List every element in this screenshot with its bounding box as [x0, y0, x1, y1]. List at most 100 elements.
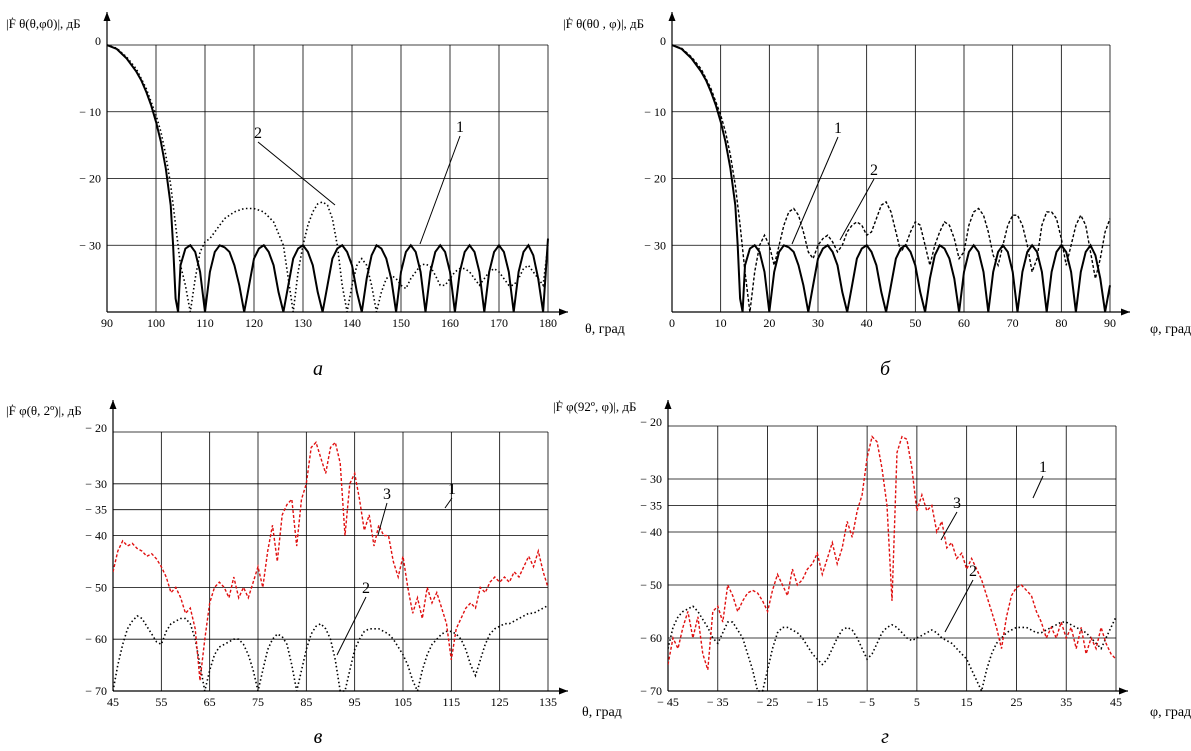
y-tick-label: − 60 [640, 631, 662, 645]
callout-label-3: 3 [383, 486, 391, 503]
callout-label-2: 2 [362, 580, 370, 597]
y-axis-title: |Ḟ φ(92º, φ)|, дБ [553, 399, 636, 414]
y-tick-label: − 20 [85, 421, 107, 435]
y-axis-title: |Ḟ φ(θ, 2º)|, дБ [6, 403, 82, 418]
y-tick-label: − 60 [85, 632, 107, 646]
x-tick-label: 0 [669, 316, 675, 330]
series-line-2 [113, 604, 549, 692]
x-tick-label: 40 [861, 316, 873, 330]
x-tick-label: 95 [349, 695, 361, 709]
x-tick-label: 90 [1104, 316, 1116, 330]
series-line-2 [672, 44, 1111, 313]
x-axis-title: θ, град [582, 705, 622, 720]
x-tick-label: 60 [958, 316, 970, 330]
chart-panel-a: 90 100 110 120 130 140 150 160 170 180 0 − 10 − 20 − … [6, 12, 625, 380]
callout-leader-1 [444, 497, 453, 509]
callout-leader-2 [944, 579, 974, 633]
x-tick-label: 35 [1060, 695, 1072, 709]
x-axis-title: φ, град [1150, 705, 1191, 720]
x-tick-label: 45 [1110, 695, 1122, 709]
x-tick-label: 20 [763, 316, 775, 330]
callout-leader-1 [419, 135, 461, 245]
series-line-3 [668, 435, 1117, 671]
x-tick-label: 100 [147, 316, 165, 330]
x-tick-label: 80 [1055, 316, 1067, 330]
x-axis-title: φ, град [1150, 322, 1191, 337]
x-tick-label: 45 [107, 695, 119, 709]
callout-leader-3 [940, 511, 958, 541]
x-tick-label: 25 [1010, 695, 1022, 709]
x-tick-label: 55 [155, 695, 167, 709]
x-axis-arrow [559, 308, 568, 316]
y-tick-label: − 70 [640, 684, 662, 698]
x-tick-label: 125 [491, 695, 509, 709]
y-tick-label: − 30 [79, 238, 101, 252]
y-axis-arrow [103, 12, 111, 21]
callout-leader-2 [336, 596, 367, 656]
y-tick-label: 0 [660, 34, 666, 48]
y-tick-label: − 30 [640, 472, 662, 486]
x-tick-label: 50 [909, 316, 921, 330]
x-tick-label: 110 [196, 316, 214, 330]
series-line-3 [113, 440, 549, 681]
callout-label-2: 2 [870, 162, 878, 179]
panel-caption: в [314, 726, 323, 748]
x-tick-label: 150 [392, 316, 410, 330]
callout-label-2: 2 [969, 563, 977, 580]
x-tick-label: 85 [300, 695, 312, 709]
y-tick-label: − 40 [640, 525, 662, 539]
x-tick-label: − 35 [707, 695, 729, 709]
x-tick-label: 140 [343, 316, 361, 330]
y-tick-label: − 20 [79, 172, 101, 186]
x-tick-label: 75 [252, 695, 264, 709]
x-tick-label: 180 [539, 316, 557, 330]
x-axis-arrow [1119, 687, 1128, 695]
x-tick-label: 120 [245, 316, 263, 330]
y-tick-label: − 20 [640, 415, 662, 429]
y-tick-label: − 50 [640, 578, 662, 592]
y-tick-label: − 70 [85, 684, 107, 698]
y-tick-label: − 40 [85, 529, 107, 543]
chart-panel-g: − 45 − 35 − 25 − 15 − 5 5 15 25 35 45 − 20 − 30 − 35… [553, 399, 1191, 748]
y-tick-label: − 30 [85, 477, 107, 491]
y-tick-label: − 35 [85, 503, 107, 517]
y-tick-label: 0 [95, 34, 101, 48]
x-tick-label: 30 [812, 316, 824, 330]
x-tick-label: 70 [1007, 316, 1019, 330]
x-axis-arrow [559, 687, 568, 695]
callout-label-1: 1 [834, 120, 842, 137]
x-tick-label: 135 [539, 695, 557, 709]
y-axis-title: |Ḟ θ(θ0 , φ)|, дБ [563, 16, 644, 31]
x-tick-label: − 45 [657, 695, 679, 709]
x-tick-label: 130 [294, 316, 312, 330]
series-line-2 [107, 44, 549, 313]
y-tick-label: − 30 [644, 238, 666, 252]
x-tick-label: 15 [961, 695, 973, 709]
chart-panel-v: 45 55 65 75 85 95 105 115 125 135 − 20 − 30 − 35 − 40… [6, 400, 622, 748]
y-axis-title: |Ḟ θ(θ,φ0)|, дБ [6, 16, 81, 31]
x-tick-label: 105 [394, 695, 412, 709]
x-tick-label: 115 [443, 695, 461, 709]
y-axis-arrow [664, 400, 672, 409]
callout-label-1: 1 [448, 481, 456, 498]
y-axis-arrow [109, 400, 117, 409]
y-tick-label: − 20 [644, 172, 666, 186]
x-tick-label: 10 [715, 316, 727, 330]
callout-leader-1 [1032, 475, 1044, 499]
x-tick-label: − 15 [806, 695, 828, 709]
callout-label-3: 3 [953, 495, 961, 512]
x-axis-title: θ, град [585, 322, 625, 337]
chart-panel-b: 0 10 20 30 40 50 60 70 80 90 0 − 10 − 20 − 30 |Ḟ θ(θ0 … [563, 12, 1191, 380]
y-tick-label: − 35 [640, 499, 662, 513]
callout-leader-3 [377, 502, 388, 536]
y-tick-label: − 10 [644, 105, 666, 119]
callout-leader-2 [257, 141, 336, 206]
x-tick-label: 170 [490, 316, 508, 330]
y-tick-label: − 10 [79, 105, 101, 119]
y-axis-arrow [668, 12, 676, 21]
panel-caption: г [881, 726, 889, 748]
x-tick-label: 90 [101, 316, 113, 330]
series-line-1 [107, 44, 549, 313]
callout-leader-2 [839, 178, 875, 241]
